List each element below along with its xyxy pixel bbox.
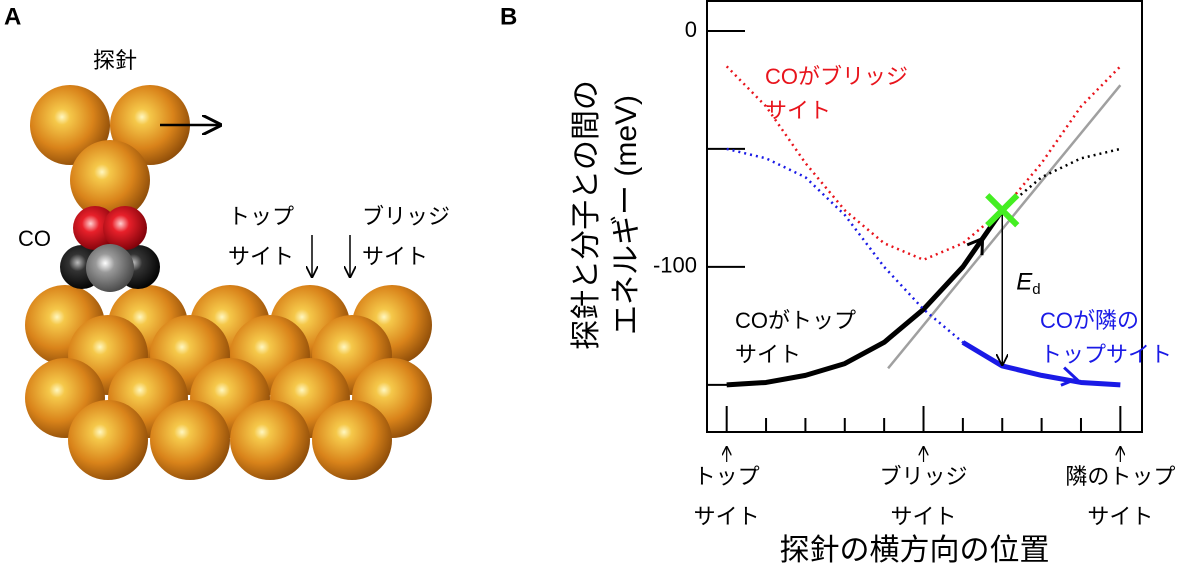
x-tick-label-line: ブリッジ [880,464,968,489]
x-tick-label-line: サイト [891,504,957,529]
series-line [961,340,1121,388]
panel-a: A 探針 CO トップ サイト ブリッジ サイト [4,3,450,480]
top-site-label: サイト [228,244,294,269]
direction-arrow [1060,366,1080,387]
x-tick-label: ブリッジサイト [880,464,968,529]
bridge-site-label: サイト [362,244,428,269]
series-label: COが隣の [1040,308,1139,333]
transition-point [985,193,1020,228]
x-tick-label: 隣のトップサイト [1065,464,1175,529]
tip-label: 探針 [93,48,137,73]
tip-atoms [30,85,190,220]
tangent-line [887,84,1122,370]
surface-atoms [25,285,432,480]
series-dotted-line [1001,147,1121,212]
series-label: サイト [765,98,831,123]
series-label: サイト [735,342,801,367]
barrier-label-sub: d [1032,281,1040,298]
direction-arrow [966,236,985,256]
panel-label: B [500,3,517,30]
series-dotted-line [725,65,1122,262]
x-axis-label: 探針の横方向の位置 [780,534,1050,567]
top-site-label: トップ [228,204,294,229]
x-tick-label-line: サイト [1087,504,1153,529]
co-label: CO [18,226,51,251]
x-tick-label-line: トップ [694,464,760,489]
panel-label: A [4,3,21,30]
y-tick-label: -100 [653,253,697,278]
y-tick-label: 0 [685,17,697,42]
barrier-label: E [1016,268,1033,295]
y-axis-label: 探針と分子との間の [570,80,603,350]
y-axis-label: エネルギー (meV) [610,95,643,335]
x-tick-label: トップサイト [694,464,760,529]
x-tick-label-line: サイト [694,504,760,529]
series-label: トップサイト [1040,342,1172,367]
series-line [726,208,1005,388]
series-label: COがブリッジ [765,64,908,89]
series-dotted-line [726,147,964,344]
x-tick-label-line: 隣のトップ [1065,464,1175,489]
bridge-site-label: ブリッジ [362,204,450,229]
series-label: COがトップ [735,308,856,333]
co-molecule [60,206,160,292]
